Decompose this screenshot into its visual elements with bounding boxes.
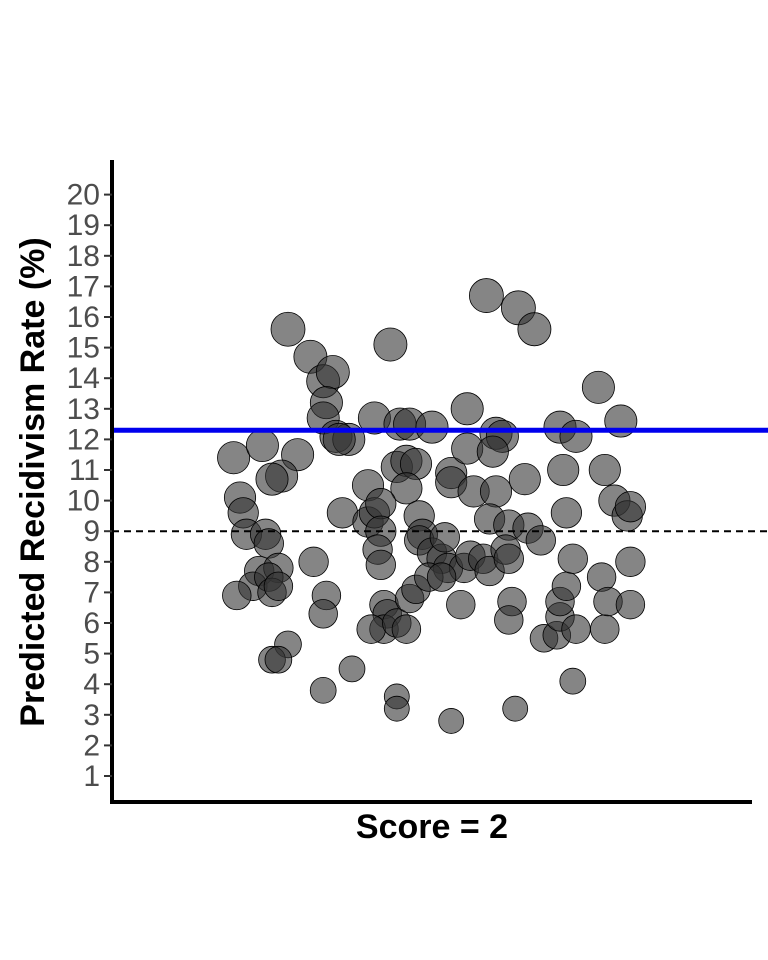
data-point [547,453,580,487]
y-tick-label: 17 [67,270,100,303]
data-point [588,453,621,487]
data-point [615,546,646,577]
data-point [557,543,588,574]
data-point [559,419,593,453]
data-point [479,475,513,508]
y-tick-label: 11 [69,454,100,487]
data-point [426,562,457,592]
data-point [446,589,476,620]
axes [110,160,752,804]
y-tick-label: 7 [83,576,100,609]
data-point [315,355,350,390]
data-point [415,410,449,444]
data-point [525,525,556,556]
data-point [615,589,646,620]
data-point [255,462,289,496]
data-point [383,695,410,722]
data-point [270,311,306,347]
y-axis-title: Predicted Recidivism Rate (%) [14,237,52,726]
data-point [438,708,465,734]
data-point [263,571,294,601]
y-tick-label: 18 [67,240,100,273]
y-tick-label: 14 [67,362,100,395]
y-tick-label: 9 [83,515,100,548]
data-point [517,312,552,347]
data-point [502,695,529,722]
data-point [356,614,386,644]
y-tick-label: 12 [67,423,100,456]
y-tick-label: 20 [67,179,100,212]
y-tick-label: 6 [83,607,100,640]
data-point [586,562,617,592]
data-point [308,599,338,629]
y-tick-label: 13 [67,393,100,426]
data-point [590,614,620,644]
points-layer [217,278,647,734]
reference-lines [112,427,768,533]
data-point [309,676,337,704]
y-tick-label: 1 [83,760,100,793]
y-tick-label: 15 [67,332,100,365]
y-tick-label: 10 [67,485,100,518]
data-point [217,441,251,475]
data-point [245,429,279,463]
data-point [494,605,524,635]
y-tick-label: 19 [67,209,100,242]
data-point [559,667,587,695]
y-tick-label: 8 [83,546,100,579]
data-point [338,655,366,683]
data-point [373,327,408,362]
y-tick-label: 4 [83,668,100,701]
data-point [581,370,615,404]
y-tick-label: 3 [83,699,100,732]
data-point [365,488,397,520]
data-point [391,614,422,644]
data-point [390,472,423,505]
x-axis-title: Score = 2 [356,808,508,846]
data-point [264,645,293,674]
data-point [450,392,484,426]
y-tick-label: 5 [83,638,100,671]
y-tick-label: 16 [67,301,100,334]
data-point [493,543,524,574]
data-point [550,497,583,529]
data-point [468,278,504,313]
data-point [365,549,396,581]
data-point [508,463,541,496]
data-point [476,435,509,468]
data-point [614,491,647,523]
data-point [222,580,252,611]
data-point [551,571,582,601]
data-point [429,522,460,553]
data-point [561,614,591,644]
y-tick-label: 2 [83,729,100,762]
data-point [298,546,329,577]
